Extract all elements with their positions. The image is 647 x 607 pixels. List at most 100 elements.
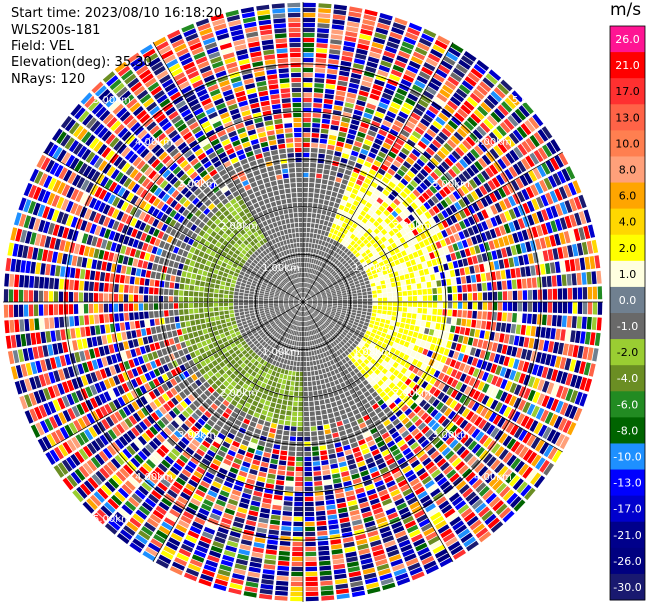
range-gate bbox=[341, 364, 347, 371]
range-gate bbox=[375, 317, 381, 322]
range-gate bbox=[561, 274, 567, 286]
range-gate bbox=[391, 189, 399, 198]
range-gate bbox=[346, 348, 352, 353]
range-gate bbox=[413, 538, 426, 547]
range-gate bbox=[298, 311, 301, 316]
range-gate bbox=[473, 109, 485, 120]
range-gate bbox=[359, 331, 365, 337]
range-gate bbox=[479, 330, 485, 339]
range-gate bbox=[520, 484, 532, 497]
range-gate bbox=[313, 198, 319, 204]
range-gate bbox=[327, 260, 332, 266]
range-gate bbox=[304, 461, 312, 467]
range-gate bbox=[158, 525, 171, 536]
range-gate bbox=[329, 44, 342, 50]
range-gate bbox=[508, 257, 515, 268]
range-gate bbox=[474, 264, 480, 273]
range-gate bbox=[303, 37, 315, 43]
range-gate bbox=[552, 302, 558, 313]
range-gate bbox=[390, 69, 403, 78]
range-gate bbox=[353, 340, 359, 346]
range-gate bbox=[494, 430, 504, 441]
range-gate bbox=[513, 219, 521, 231]
range-gate bbox=[332, 294, 337, 297]
range-gate bbox=[514, 108, 527, 121]
range-gate bbox=[402, 395, 411, 403]
range-gate bbox=[202, 328, 208, 335]
range-gate bbox=[363, 365, 370, 372]
range-gate bbox=[273, 366, 278, 372]
range-gate bbox=[305, 591, 319, 597]
range-gate bbox=[329, 49, 341, 55]
range-gate bbox=[309, 290, 313, 295]
range-gate bbox=[376, 330, 382, 336]
range-gate bbox=[513, 499, 526, 512]
range-gate bbox=[570, 330, 576, 343]
range-gate bbox=[400, 78, 412, 88]
range-gate bbox=[332, 432, 339, 438]
range-gate bbox=[322, 294, 327, 297]
range-gate bbox=[464, 181, 474, 192]
range-gate bbox=[451, 496, 463, 507]
range-gate bbox=[545, 327, 551, 339]
range-gate bbox=[420, 390, 428, 398]
range-gate bbox=[311, 350, 315, 356]
range-gate bbox=[592, 348, 599, 362]
range-gate bbox=[310, 416, 316, 421]
range-gate bbox=[314, 275, 318, 281]
range-gate bbox=[425, 321, 431, 328]
range-gate bbox=[521, 229, 529, 241]
range-gate bbox=[413, 375, 420, 383]
range-gate bbox=[232, 440, 240, 448]
range-gate bbox=[191, 554, 205, 563]
range-gate bbox=[357, 255, 363, 261]
range-gate bbox=[305, 321, 307, 327]
range-gate bbox=[355, 53, 367, 60]
range-gate bbox=[325, 312, 330, 315]
range-gate bbox=[308, 321, 311, 326]
range-gate bbox=[367, 291, 372, 295]
range-gate bbox=[385, 263, 391, 269]
range-gate bbox=[336, 337, 342, 342]
range-gate bbox=[485, 73, 498, 85]
range-gate bbox=[343, 541, 355, 548]
range-gate bbox=[215, 335, 221, 341]
range-gate bbox=[325, 190, 332, 196]
range-gate bbox=[319, 319, 324, 324]
range-gate bbox=[379, 427, 387, 435]
range-gate bbox=[494, 214, 503, 225]
range-gate bbox=[313, 259, 317, 264]
range-gate bbox=[331, 291, 336, 294]
range-gate bbox=[348, 302, 353, 305]
range-gate bbox=[402, 515, 414, 525]
range-gate bbox=[226, 322, 232, 327]
range-gate bbox=[355, 136, 364, 143]
range-gate bbox=[312, 299, 318, 301]
range-gate bbox=[254, 428, 262, 435]
range-gate bbox=[314, 73, 325, 78]
range-gate bbox=[371, 120, 381, 128]
range-gate bbox=[418, 71, 431, 80]
range-gate bbox=[429, 343, 436, 351]
range-gate bbox=[314, 355, 319, 360]
range-gate bbox=[309, 177, 315, 183]
range-gate bbox=[516, 413, 526, 425]
range-gate bbox=[382, 328, 388, 334]
range-gate bbox=[316, 33, 329, 39]
range-gate bbox=[319, 143, 327, 149]
range-gate bbox=[351, 172, 359, 179]
range-gate bbox=[332, 306, 337, 309]
range-gate bbox=[277, 424, 284, 430]
range-gate bbox=[401, 41, 415, 50]
range-gate bbox=[246, 478, 256, 485]
range-gate bbox=[408, 529, 421, 538]
range-gate bbox=[458, 198, 466, 208]
range-gate bbox=[317, 305, 322, 308]
range-gate bbox=[388, 151, 397, 159]
range-gate bbox=[361, 474, 371, 482]
range-gate bbox=[392, 361, 399, 369]
range-gate bbox=[460, 184, 470, 195]
range-gate bbox=[490, 363, 498, 374]
range-gate bbox=[424, 328, 430, 335]
range-gate bbox=[382, 142, 392, 150]
